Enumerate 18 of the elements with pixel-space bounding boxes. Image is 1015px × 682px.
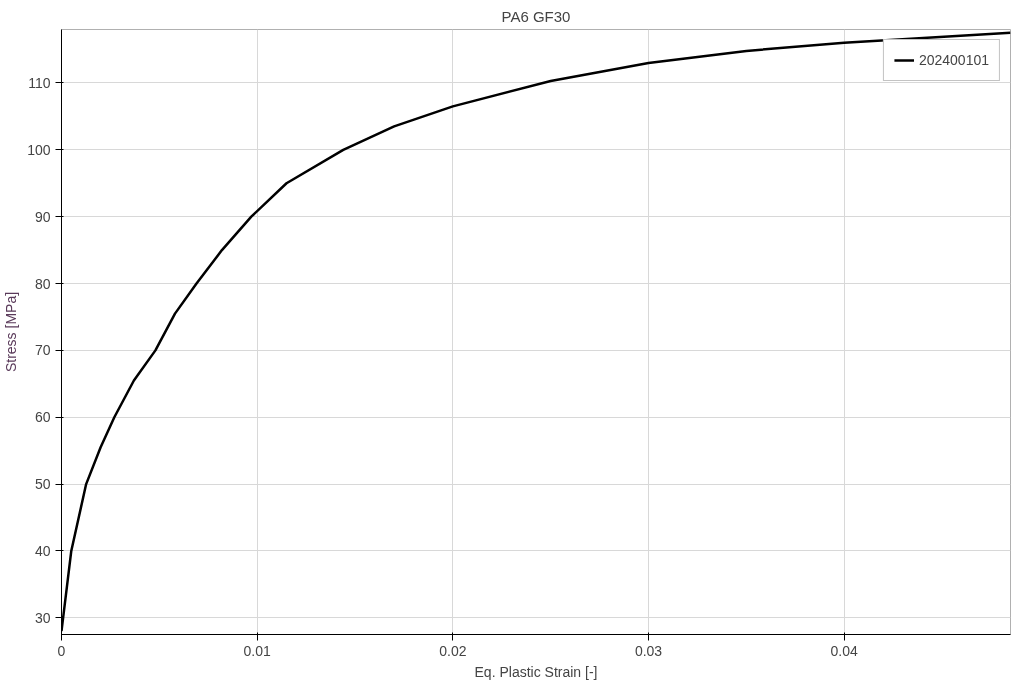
y-tick-label: 60 bbox=[34, 409, 51, 426]
x-tick-label: 0.04 bbox=[830, 642, 859, 659]
y-tick-label: 100 bbox=[27, 141, 51, 158]
y-axis-title: Stress [MPa] bbox=[3, 291, 20, 373]
y-tick-label: 70 bbox=[34, 342, 51, 359]
y-tick-label: 80 bbox=[34, 275, 51, 292]
legend-label: 202400101 bbox=[918, 52, 989, 68]
y-tick-label: 110 bbox=[28, 74, 51, 91]
chart-title: PA6 GF30 bbox=[501, 7, 571, 25]
x-tick-label: 0 bbox=[57, 642, 66, 659]
y-tick-label: 90 bbox=[34, 208, 51, 225]
y-tick-label: 40 bbox=[34, 542, 51, 559]
y-tick-label: 30 bbox=[34, 609, 51, 626]
x-axis-title: Eq. Plastic Strain [-] bbox=[474, 663, 598, 680]
x-tick-label: 0.01 bbox=[243, 642, 272, 659]
x-tick-label: 0.02 bbox=[439, 642, 467, 659]
x-tick-label: 0.03 bbox=[634, 642, 663, 659]
y-tick-label: 50 bbox=[34, 476, 51, 493]
